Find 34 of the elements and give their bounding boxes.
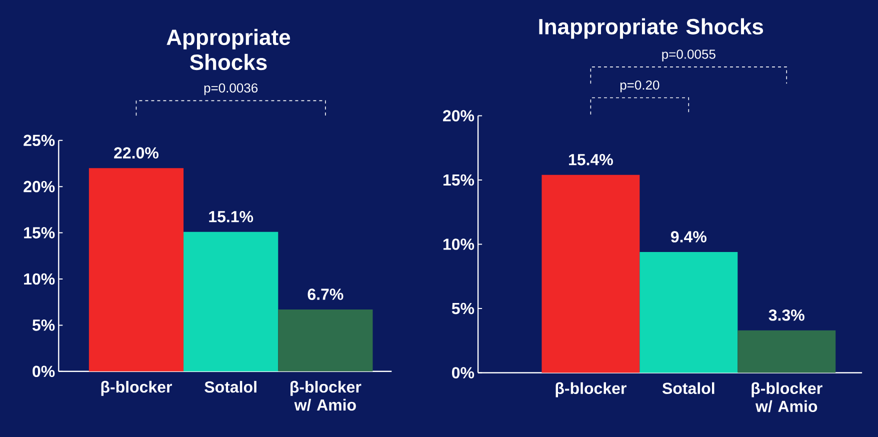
x-tick-label: β-blocker w/ Amio [752,382,822,412]
y-tick-label: 15% [24,227,55,238]
bar [278,309,373,372]
x-tick-label: Sotalol [204,380,256,393]
bar [184,232,278,372]
text: p=0.0036 [204,83,258,96]
y-tick-label: 20% [24,180,55,192]
bar [738,330,836,373]
y-tick-label: 0% [32,366,55,378]
chart-title: Inappropriate Shocks [539,18,764,39]
data-label: 3.3% [768,309,804,321]
x-tick-label: β-blocker w/ Amio [290,380,362,411]
bar [88,168,184,372]
y-tick-label: 0% [452,367,474,378]
x-tick-label: β-blocker [556,382,626,398]
y-tick-label: 5% [32,320,55,331]
x-tick-label: Sotalol [662,382,714,394]
y-tick-label: 15% [443,174,474,186]
chart-title: Appropriate Shocks [166,28,290,70]
data-label: 22.0% [114,147,158,159]
text: p=0.20 [620,80,660,92]
text: p=0.0055 [662,50,716,62]
data-label: 15.4% [569,154,613,166]
bar [542,174,640,373]
y-tick-label: 10% [443,238,474,250]
data-label: 6.7% [308,288,344,300]
x-tick-label: β-blocker [101,380,172,396]
y-tick-label: 5% [452,302,474,314]
y-tick-label: 25% [24,134,55,146]
y-tick-label: 10% [24,273,55,285]
bar [640,252,738,373]
data-label: 15.1% [209,211,254,222]
data-label: 9.4% [670,231,706,242]
y-tick-label: 20% [443,110,474,122]
